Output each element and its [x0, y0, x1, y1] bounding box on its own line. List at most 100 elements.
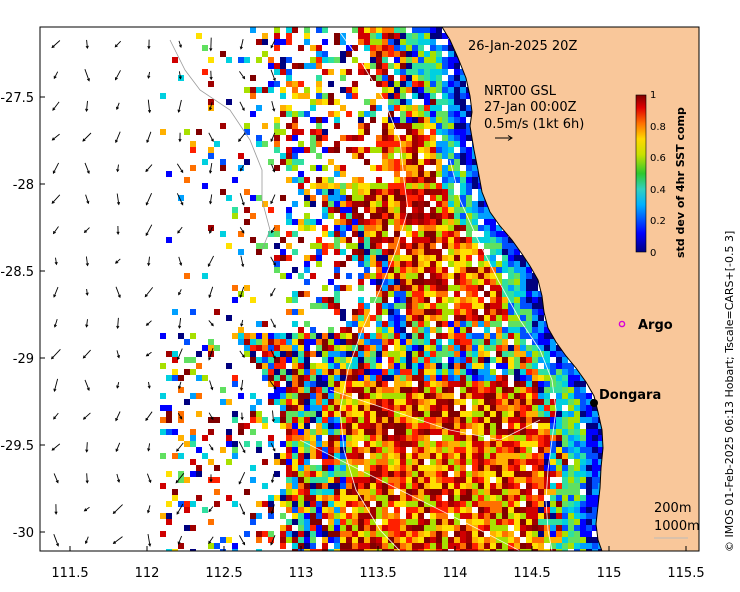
sst-pixel: [286, 507, 292, 513]
sst-pixel: [406, 273, 412, 279]
sst-pixel: [472, 249, 478, 255]
sst-pixel: [466, 303, 472, 309]
sst-pixel: [472, 399, 478, 405]
sst-pixel: [358, 477, 364, 483]
sst-pixel: [496, 267, 502, 273]
sst-pixel: [466, 255, 472, 261]
sst-pixel: [436, 27, 442, 33]
sst-pixel: [538, 531, 544, 537]
sst-pixel: [460, 411, 466, 417]
sst-pixel: [382, 327, 388, 333]
sst-pixel: [274, 27, 280, 33]
sst-pixel: [310, 219, 316, 225]
sst-pixel: [316, 519, 322, 525]
sst-pixel: [472, 273, 478, 279]
sst-pixel: [424, 171, 430, 177]
sst-pixel: [412, 477, 418, 483]
sst-pixel: [406, 471, 412, 477]
sst-pixel: [376, 57, 382, 63]
sst-pixel: [388, 465, 394, 471]
sst-pixel: [460, 351, 466, 357]
sst-pixel: [322, 225, 328, 231]
sst-pixel: [304, 453, 310, 459]
sst-pixel: [586, 399, 592, 405]
sst-pixel: [448, 231, 454, 237]
sst-pixel: [376, 135, 382, 141]
sst-pixel: [424, 417, 430, 423]
current-arrow: [84, 69, 90, 81]
sst-pixel: [592, 405, 598, 411]
sst-pixel: [418, 489, 424, 495]
sst-pixel: [328, 375, 334, 381]
sst-pixel: [442, 177, 448, 183]
sst-pixel: [340, 405, 346, 411]
sst-pixel: [382, 399, 388, 405]
sst-pixel: [490, 393, 496, 399]
sst-pixel: [244, 531, 250, 537]
sst-pixel: [412, 195, 418, 201]
sst-pixel: [490, 483, 496, 489]
sst-pixel: [580, 537, 586, 543]
current-arrow-head: [85, 108, 89, 113]
sst-pixel: [298, 225, 304, 231]
current-arrow-head: [116, 231, 120, 235]
sst-pixel: [280, 489, 286, 495]
sst-pixel: [424, 483, 430, 489]
current-arrow-head: [85, 292, 89, 296]
sst-pixel: [430, 213, 436, 219]
sst-pixel: [424, 99, 430, 105]
sst-pixel: [556, 543, 562, 549]
sst-pixel: [442, 315, 448, 321]
sst-pixel: [514, 435, 520, 441]
sst-pixel: [304, 405, 310, 411]
sst-pixel: [466, 381, 472, 387]
sst-pixel: [466, 267, 472, 273]
sst-pixel: [496, 393, 502, 399]
sst-pixel: [376, 183, 382, 189]
sst-pixel: [370, 75, 376, 81]
sst-pixel: [328, 405, 334, 411]
sst-pixel: [388, 441, 394, 447]
sst-pixel: [328, 435, 334, 441]
sst-pixel: [406, 459, 412, 465]
sst-pixel: [274, 135, 280, 141]
sst-pixel: [388, 63, 394, 69]
sst-pixel: [418, 249, 424, 255]
sst-pixel: [352, 357, 358, 363]
sst-pixel: [202, 453, 208, 459]
sst-pixel: [328, 507, 334, 513]
sst-pixel: [256, 141, 262, 147]
sst-pixel: [382, 429, 388, 435]
sst-pixel: [292, 63, 298, 69]
sst-pixel: [430, 363, 436, 369]
sst-pixel: [250, 297, 256, 303]
sst-pixel: [424, 225, 430, 231]
sst-pixel: [286, 393, 292, 399]
current-arrow: [240, 255, 244, 267]
sst-pixel: [598, 441, 604, 447]
sst-pixel: [208, 57, 214, 63]
sst-pixel: [268, 159, 274, 165]
sst-pixel: [502, 381, 508, 387]
sst-pixel: [424, 75, 430, 81]
sst-pixel: [502, 327, 508, 333]
sst-pixel: [394, 255, 400, 261]
sst-pixel: [532, 513, 538, 519]
sst-pixel: [358, 39, 364, 45]
sst-pixel: [412, 531, 418, 537]
sst-pixel: [418, 297, 424, 303]
sst-pixel: [460, 417, 466, 423]
sst-pixel: [442, 63, 448, 69]
sst-pixel: [268, 357, 274, 363]
sst-pixel: [352, 189, 358, 195]
sst-pixel: [334, 471, 340, 477]
sst-pixel: [508, 537, 514, 543]
current-arrow-head: [51, 44, 55, 49]
sst-pixel: [580, 447, 586, 453]
sst-pixel: [256, 399, 262, 405]
sst-pixel: [334, 249, 340, 255]
sst-pixel: [406, 297, 412, 303]
sst-pixel: [418, 135, 424, 141]
sst-pixel: [496, 477, 502, 483]
sst-pixel: [580, 531, 586, 537]
